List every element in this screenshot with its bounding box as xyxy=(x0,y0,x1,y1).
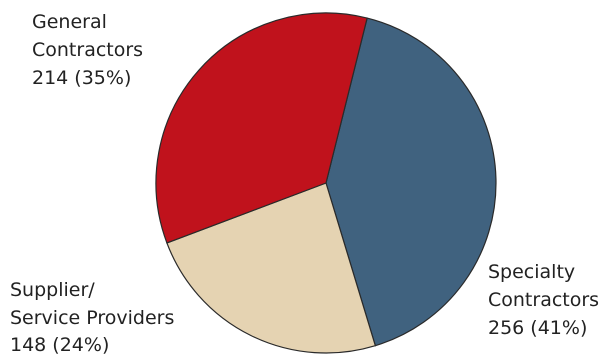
label-supplier-line1: Supplier/ xyxy=(10,279,95,301)
label-specialty-value: 256 (41%) xyxy=(488,317,587,339)
label-general-line1: General xyxy=(32,11,107,33)
label-specialty-contractors: Specialty Contractors 256 (41%) xyxy=(488,261,605,339)
label-supplier-service-providers: Supplier/ Service Providers 148 (24%) xyxy=(10,279,180,356)
label-specialty-line1: Specialty xyxy=(488,261,575,283)
label-general-value: 214 (35%) xyxy=(32,67,131,89)
label-specialty-line2: Contractors xyxy=(488,289,599,311)
label-supplier-line2: Service Providers xyxy=(10,307,174,329)
label-supplier-value: 148 (24%) xyxy=(10,334,109,356)
pie-slices xyxy=(156,13,496,353)
label-general-contractors: General Contractors 214 (35%) xyxy=(32,11,149,89)
label-general-line2: Contractors xyxy=(32,39,143,61)
